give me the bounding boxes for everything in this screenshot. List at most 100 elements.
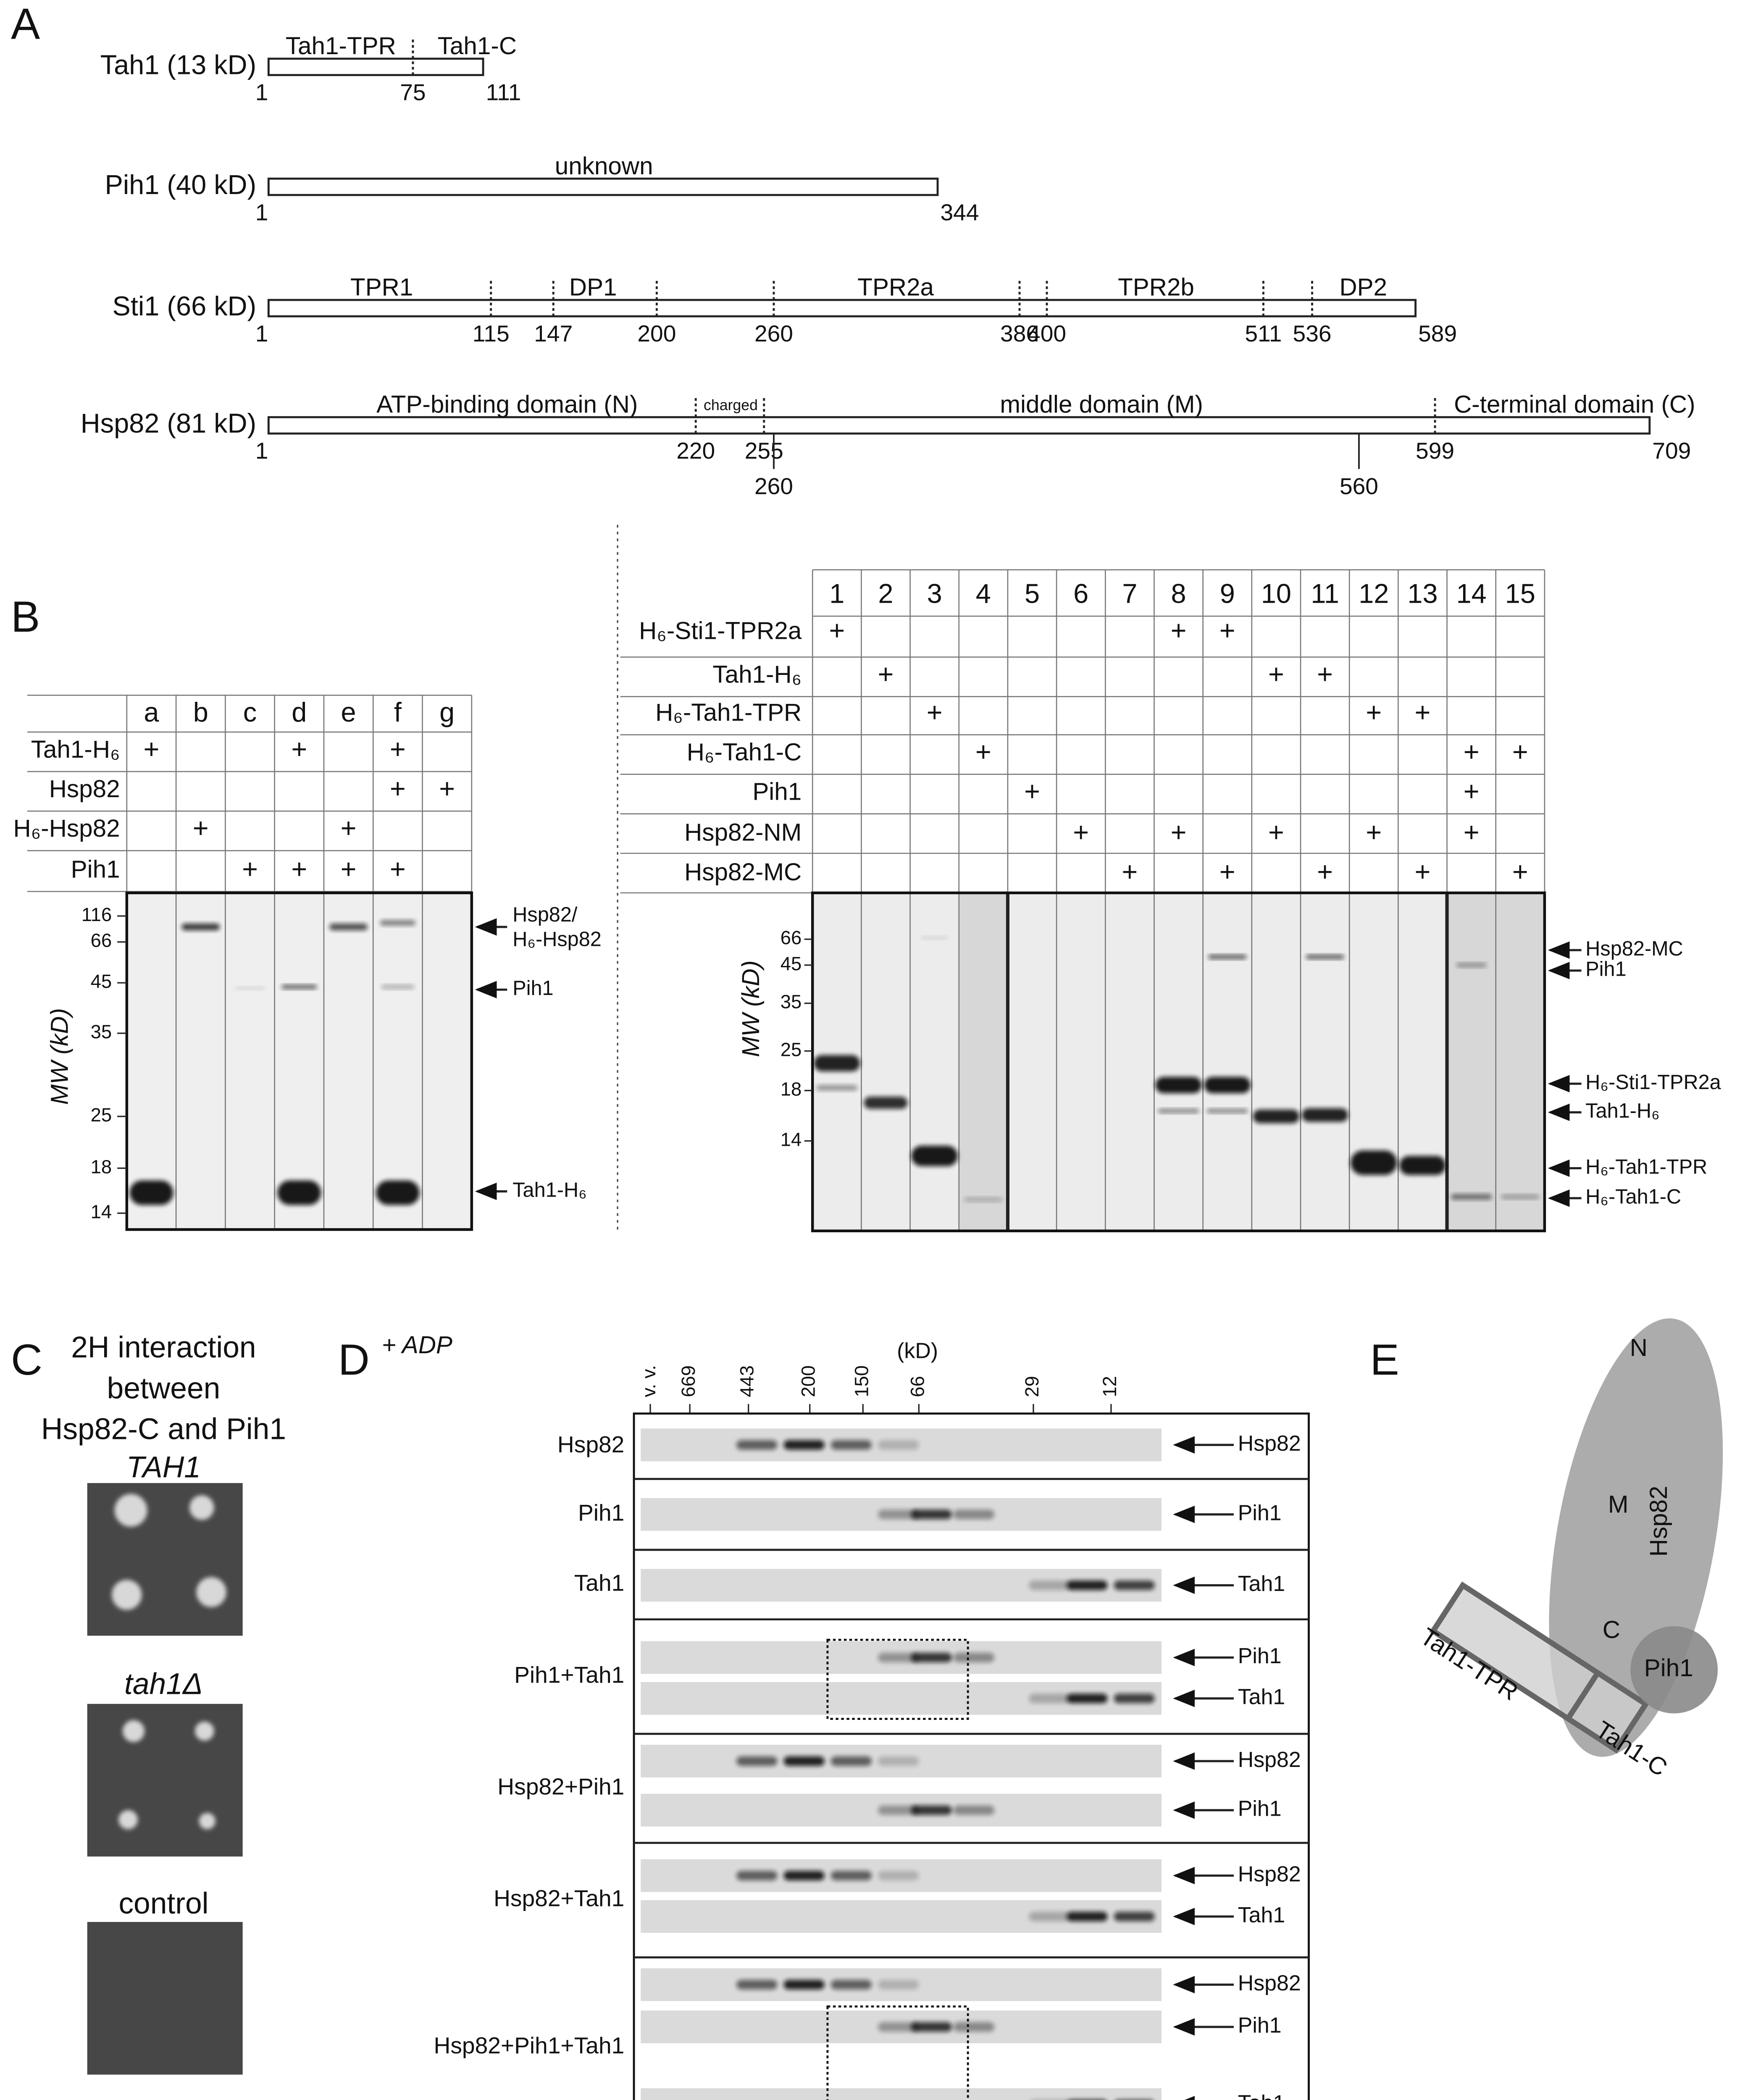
plus: + [1512, 856, 1528, 887]
plus: + [1366, 816, 1382, 847]
band-label: Tah1 [1238, 2091, 1285, 2100]
band-label: Tah1-H₆ [1585, 1100, 1659, 1122]
position-label: 200 [637, 320, 676, 346]
label: M [1608, 1491, 1629, 1518]
mw-label: 14 [781, 1129, 802, 1150]
gel-band [281, 984, 317, 989]
band-label: Tah1 [1238, 1685, 1285, 1709]
domain-label: middle domain (M) [1000, 391, 1203, 418]
position-label: 536 [1293, 320, 1332, 346]
lane-label: 1 [829, 578, 844, 609]
gel-band [1029, 1693, 1070, 1704]
sample-label: Pih1 [578, 1499, 624, 1525]
gel-band [830, 1980, 872, 1990]
sample-label: Hsp82 [557, 1431, 624, 1457]
mw-label: 45 [91, 971, 112, 992]
blot-box [633, 1412, 1310, 2100]
plus: + [341, 853, 357, 884]
panel-label: E [1370, 1336, 1399, 1384]
position-label: 709 [1652, 438, 1691, 464]
position-label: 560 [1340, 473, 1378, 499]
gel-band [921, 936, 949, 940]
protein-name: Hsp82 (81 kD) [81, 408, 256, 438]
lane-label: a [144, 697, 159, 727]
mw-label: 66 [91, 930, 112, 951]
mw-label: 45 [781, 953, 802, 974]
lane-label: c [243, 697, 257, 727]
band-label: Hsp82 [1238, 1431, 1301, 1456]
mw-label: 18 [91, 1156, 112, 1177]
plus: + [144, 734, 160, 764]
plus: + [193, 813, 209, 843]
gel-band [878, 1980, 919, 1990]
band-label: Pih1 [1238, 2013, 1282, 2038]
lane-label: 10 [1261, 578, 1291, 609]
mw-label: 35 [781, 991, 802, 1013]
gel-band [1351, 1150, 1397, 1175]
plus: + [1317, 856, 1333, 887]
pih1-shape [1630, 1626, 1718, 1714]
mw-label: 66 [781, 927, 802, 948]
row-label: H₆-Tah1-C [687, 738, 802, 766]
gel-band [1114, 1911, 1155, 1922]
gel-band [1456, 963, 1487, 967]
plus: + [291, 734, 307, 764]
domain-label: ATP-binding domain (N) [376, 391, 638, 418]
panel-label: A [11, 0, 40, 49]
gel-band [911, 1653, 952, 1662]
gel-band [964, 1197, 1003, 1202]
position-label: 220 [676, 438, 715, 464]
plus: + [341, 813, 357, 843]
plus: + [1171, 816, 1187, 847]
row-label: Pih1 [752, 778, 802, 805]
domain-label: charged [704, 397, 758, 414]
row-label: Tah1-H₆ [31, 736, 120, 763]
position-label: 111 [486, 79, 521, 105]
band-label: Tah1-H₆ [512, 1179, 586, 1201]
band-label: Pih1 [1238, 1501, 1282, 1525]
mw-label: 35 [91, 1021, 112, 1042]
gel-border [125, 891, 473, 1231]
row-label: H₆-Sti1-TPR2a [639, 617, 802, 644]
plus: + [439, 773, 455, 804]
plus: + [1268, 816, 1284, 847]
panel-title: 2H interaction [71, 1331, 256, 1364]
gel-band [953, 1509, 995, 1520]
tah1-shape [1429, 1581, 1650, 1754]
row-label: Hsp82-NM [684, 819, 802, 846]
plus: + [1122, 856, 1138, 887]
gel-band [878, 1440, 919, 1450]
gel-band [181, 923, 220, 931]
panel-title: between [107, 1371, 221, 1405]
gel-band [376, 1180, 420, 1205]
domain-label: DP1 [569, 274, 617, 301]
blot-strip [641, 2088, 1162, 2100]
mw-label: 25 [781, 1039, 802, 1060]
gel-band [783, 1756, 825, 1766]
lane-label: 5 [1025, 578, 1040, 609]
plus: + [1464, 816, 1480, 847]
protein-name: Tah1 (13 kD) [100, 49, 256, 80]
gel-band [814, 1055, 860, 1072]
domain-label: TPR2a [857, 274, 934, 301]
gel-band [783, 1980, 825, 1990]
colony [123, 1720, 145, 1742]
position-label: 1 [255, 199, 268, 225]
band-label: Tah1 [1238, 1903, 1285, 1927]
lane-label: 12 [1359, 578, 1389, 609]
plus: + [1268, 659, 1284, 689]
gel-band [235, 987, 265, 990]
domain-label: C-terminal domain (C) [1454, 391, 1695, 418]
position-label: 1 [255, 438, 268, 464]
position-label: 147 [534, 320, 573, 346]
domain-label: TPR1 [350, 274, 413, 301]
band-label: Hsp82 [1238, 1971, 1301, 1995]
band-label: Pih1 [512, 977, 553, 1000]
position-label: 1 [255, 320, 268, 346]
row-label: H₆-Hsp82 [13, 815, 120, 842]
gel-band [1451, 1194, 1492, 1200]
lane-label: 2 [878, 578, 893, 609]
condition: + ADP [382, 1331, 452, 1359]
plate-image [87, 1483, 243, 1636]
